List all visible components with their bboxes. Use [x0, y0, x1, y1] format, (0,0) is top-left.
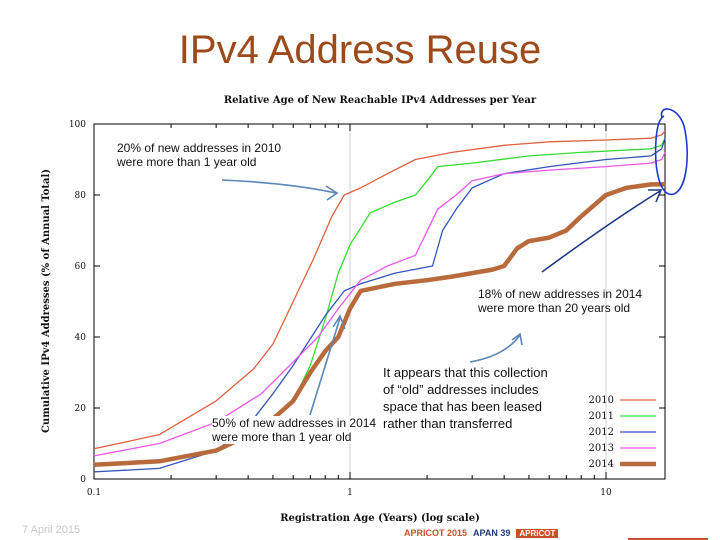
x-axis-label: Registration Age (Years) (log scale) [280, 513, 480, 524]
arrow-2014-new [309, 317, 341, 416]
y-tick-label: 40 [75, 333, 87, 343]
y-tick-label: 100 [69, 120, 86, 130]
chart-title: Relative Age of New Reachable IPv4 Addre… [224, 95, 537, 106]
chart-legend: 2010 2011 2012 2013 2014 [589, 395, 656, 470]
y-tick-label: 0 [80, 475, 86, 485]
y-tick-label: 60 [75, 262, 87, 272]
legend-label-2012: 2012 [589, 427, 614, 438]
apricot-logo: APRICOT 2015 [404, 528, 468, 538]
arrow-2014-old [541, 190, 661, 273]
arrow-note [469, 334, 521, 363]
y-axis-label: Cumulative IPv4 Addresses (% of Annual T… [41, 169, 52, 433]
footer-logos: APRICOT 2015 APAN 39 APRICOT [404, 526, 559, 540]
series-line-2010 [93, 130, 666, 450]
apan-logo: APAN 39 [473, 528, 511, 538]
footer-date: 7 April 2015 [22, 524, 81, 536]
axis-ticks: 0 20 40 60 80 100 0.1 1 10 [69, 120, 665, 498]
legend-label-2011: 2011 [589, 411, 614, 422]
x-tick-label: 0.1 [87, 488, 101, 498]
legend-label-2014: 2014 [589, 459, 614, 470]
legend-label-2013: 2013 [589, 443, 614, 454]
series-line-2013 [93, 152, 666, 457]
series-line-2014 [93, 182, 665, 468]
annotation-arrows [221, 108, 688, 416]
arrow-note-head [511, 332, 523, 346]
plot-frame [93, 123, 666, 480]
annotation-2010: 20% of new addresses in 2010 were more t… [117, 141, 282, 169]
arrow-2010-head [325, 185, 339, 201]
annotation-leased-note: It appears that this collection of “old”… [383, 364, 559, 432]
y-tick-label: 80 [75, 191, 87, 201]
arrow-2014-new-head [332, 314, 346, 330]
arrow-2010 [221, 179, 337, 194]
x-tick-label: 10 [600, 488, 612, 498]
arrow-2014-old-head [648, 189, 663, 203]
slide-title: IPv4 Address Reuse [178, 28, 542, 72]
annotation-2014-old: 18% of new addresses in 2014 were more t… [478, 287, 643, 315]
legend-label-2010: 2010 [589, 395, 614, 406]
annotation-2014-new: 50% of new addresses in 2014 were more t… [212, 416, 382, 444]
y-tick-label: 20 [75, 404, 87, 414]
circle-marker [654, 108, 688, 195]
footer-skyline-icon [628, 526, 708, 540]
x-tick-label: 1 [347, 488, 353, 498]
apricot-badge: APRICOT [516, 528, 559, 538]
